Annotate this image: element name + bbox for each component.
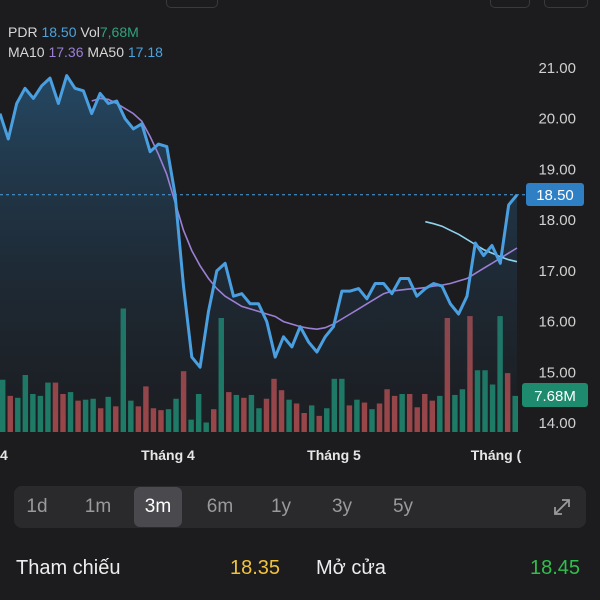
chart-legend: PDR 18.50 Vol7,68M MA10 17.36 MA50 17.18 [8, 22, 163, 62]
top-button-left[interactable] [166, 0, 218, 8]
price-chart[interactable]: 21.00 20.00 19.00 18.00 17.00 16.00 15.00 14.00… [0, 0, 600, 472]
volume-label: 7.68M [534, 388, 576, 405]
ma10-line [91, 97, 518, 331]
top-button-right-1[interactable] [490, 0, 530, 8]
reference-price-value: 18.35 [230, 557, 281, 579]
legend-price: 18.50 [41, 24, 77, 40]
legend-vol: 7,68M [99, 24, 139, 40]
tab-3m[interactable]: 3m [134, 487, 182, 527]
legend-symbol: PDR [8, 24, 38, 40]
current-price-label: 18.50 [536, 187, 574, 204]
tab-5y[interactable]: 5y [392, 496, 414, 517]
x-tick-label: Tháng ( [471, 447, 522, 463]
x-tick-label: Tháng 5 [307, 447, 361, 463]
legend-row-ma: MA10 17.36 MA50 17.18 [8, 42, 163, 62]
tab-1d[interactable]: 1d [26, 496, 48, 517]
price-line [0, 74, 519, 369]
open-price-label: Mở cửa [316, 557, 386, 579]
y-tick-label: 16.00 [538, 314, 576, 331]
x-tick-label: 4 [0, 447, 8, 463]
y-tick-label: 18.00 [538, 212, 576, 229]
legend-ma50-label: MA50 [87, 44, 124, 60]
current-price-badge [526, 183, 584, 206]
legend-vol-label: Vol [80, 24, 100, 40]
expand-icon[interactable] [552, 497, 572, 517]
y-tick-label: 15.00 [538, 364, 576, 381]
y-tick-label: 21.00 [538, 60, 576, 77]
y-tick-label: 14.00 [538, 415, 576, 432]
reference-price-label: Tham chiếu [16, 557, 121, 579]
volume-badge [522, 383, 588, 407]
tab-3y[interactable]: 3y [331, 496, 353, 517]
y-tick-label: 19.00 [538, 161, 576, 178]
x-tick-label: Tháng 4 [141, 447, 195, 463]
legend-ma10: 17.36 [48, 44, 84, 60]
tab-1y[interactable]: 1y [270, 496, 292, 517]
open-price-value: 18.45 [530, 557, 581, 579]
y-tick-label: 20.00 [538, 111, 576, 128]
legend-ma50: 17.18 [127, 44, 163, 60]
timeframe-selector: 1d 1m 3m 6m 1y 3y 5y [14, 486, 586, 528]
tab-1m[interactable]: 1m [84, 496, 112, 517]
legend-row-price: PDR 18.50 Vol7,68M [8, 22, 163, 42]
y-tick-label: 17.00 [538, 263, 576, 280]
legend-ma10-label: MA10 [8, 44, 45, 60]
price-area-fill [0, 75, 517, 432]
top-button-right-2[interactable] [544, 0, 588, 8]
tab-6m[interactable]: 6m [206, 496, 234, 517]
